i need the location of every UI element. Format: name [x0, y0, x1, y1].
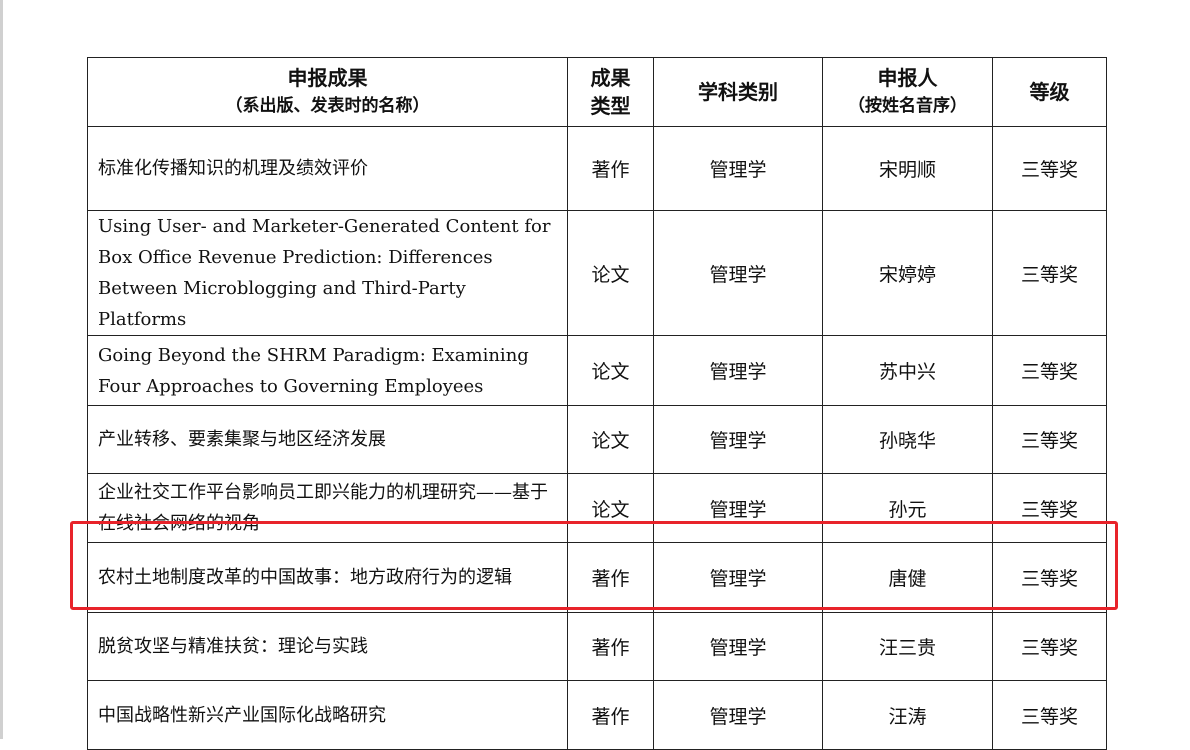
- table-row: 脱贫攻坚与精准扶贫：理论与实践 著作 管理学 汪三贵 三等奖: [87, 612, 1107, 681]
- cell-applicant: 宋婷婷: [822, 210, 993, 336]
- cell-title: 中国战略性新兴产业国际化战略研究: [87, 680, 568, 750]
- table-row: Using User- and Marketer-Generated Conte…: [87, 210, 1107, 336]
- cell-type: 论文: [567, 405, 654, 474]
- table-row: Going Beyond the SHRM Paradigm: Examinin…: [87, 335, 1107, 406]
- cell-applicant: 孙元: [822, 473, 993, 543]
- cell-level: 三等奖: [992, 473, 1107, 543]
- cell-type: 论文: [567, 473, 654, 543]
- cell-type: 论文: [567, 335, 654, 406]
- window-edge: [0, 0, 3, 739]
- header-type: 成果 类型: [567, 57, 654, 127]
- cell-level: 三等奖: [992, 405, 1107, 474]
- cell-discipline: 管理学: [653, 612, 823, 681]
- cell-discipline: 管理学: [653, 126, 823, 211]
- cell-title: 产业转移、要素集聚与地区经济发展: [87, 405, 568, 474]
- cell-discipline: 管理学: [653, 335, 823, 406]
- cell-type: 著作: [567, 680, 654, 750]
- table-row: 标准化传播知识的机理及绩效评价 著作 管理学 宋明顺 三等奖: [87, 126, 1107, 211]
- cell-level: 三等奖: [992, 210, 1107, 336]
- cell-discipline: 管理学: [653, 405, 823, 474]
- cell-level: 三等奖: [992, 335, 1107, 406]
- table-row: 中国战略性新兴产业国际化战略研究 著作 管理学 汪涛 三等奖: [87, 680, 1107, 750]
- cell-applicant: 苏中兴: [822, 335, 993, 406]
- header-row: 申报成果 （系出版、发表时的名称） 成果 类型 学科类别 申报人 （按姓名音序） 等级: [87, 57, 1107, 127]
- cell-title: Using User- and Marketer-Generated Conte…: [87, 210, 568, 336]
- cell-applicant: 汪三贵: [822, 612, 993, 681]
- cell-level: 三等奖: [992, 542, 1107, 613]
- cell-title: 企业社交工作平台影响员工即兴能力的机理研究——基于在线社会网络的视角: [87, 473, 568, 543]
- cell-applicant: 宋明顺: [822, 126, 993, 211]
- table-row: 农村土地制度改革的中国故事：地方政府行为的逻辑 著作 管理学 唐健 三等奖: [87, 542, 1107, 613]
- header-title: 申报成果 （系出版、发表时的名称）: [87, 57, 568, 127]
- cell-type: 论文: [567, 210, 654, 336]
- cell-level: 三等奖: [992, 612, 1107, 681]
- cell-title: 农村土地制度改革的中国故事：地方政府行为的逻辑: [87, 542, 568, 613]
- header-level: 等级: [992, 57, 1107, 127]
- cell-title: 标准化传播知识的机理及绩效评价: [87, 126, 568, 211]
- table-row: 产业转移、要素集聚与地区经济发展 论文 管理学 孙晓华 三等奖: [87, 405, 1107, 474]
- cell-type: 著作: [567, 612, 654, 681]
- cell-discipline: 管理学: [653, 473, 823, 543]
- cell-type: 著作: [567, 126, 654, 211]
- cell-title: Going Beyond the SHRM Paradigm: Examinin…: [87, 335, 568, 406]
- cell-type: 著作: [567, 542, 654, 613]
- cell-applicant: 孙晓华: [822, 405, 993, 474]
- cell-discipline: 管理学: [653, 210, 823, 336]
- header-discipline: 学科类别: [653, 57, 823, 127]
- cell-level: 三等奖: [992, 126, 1107, 211]
- header-applicant: 申报人 （按姓名音序）: [822, 57, 993, 127]
- cell-discipline: 管理学: [653, 542, 823, 613]
- cell-level: 三等奖: [992, 680, 1107, 750]
- cell-discipline: 管理学: [653, 680, 823, 750]
- awards-table: 申报成果 （系出版、发表时的名称） 成果 类型 学科类别 申报人 （按姓名音序） 等级…: [87, 57, 1107, 750]
- cell-applicant: 汪涛: [822, 680, 993, 750]
- cell-applicant: 唐健: [822, 542, 993, 613]
- table-row: 企业社交工作平台影响员工即兴能力的机理研究——基于在线社会网络的视角 论文 管理学孙…: [87, 473, 1107, 543]
- cell-title: 脱贫攻坚与精准扶贫：理论与实践: [87, 612, 568, 681]
